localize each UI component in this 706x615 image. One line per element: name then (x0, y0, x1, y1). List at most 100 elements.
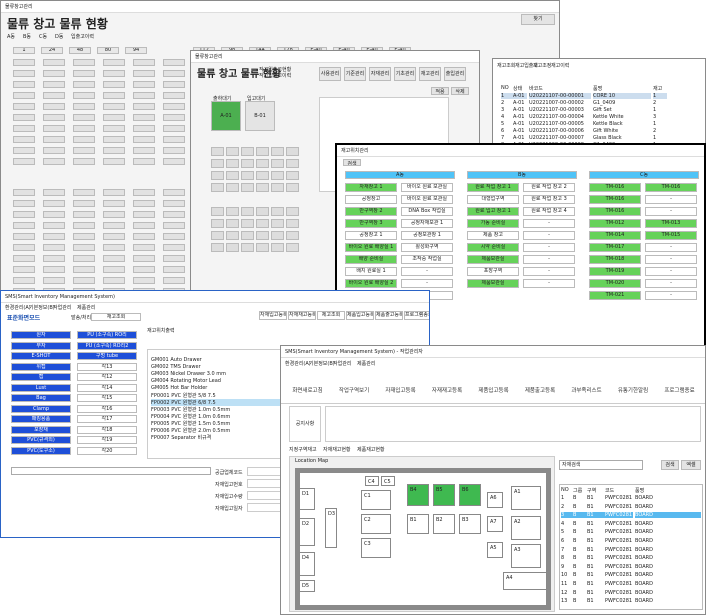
rack-cell[interactable] (43, 136, 65, 143)
rack-cell[interactable] (73, 222, 95, 229)
category-button[interactable]: 캡 (11, 373, 71, 381)
rack-cell[interactable] (73, 81, 95, 88)
cell[interactable] (211, 219, 224, 228)
cell[interactable] (256, 183, 269, 192)
rack-cell[interactable] (133, 189, 155, 196)
zone-tile[interactable]: TM-016 (645, 183, 697, 192)
rack-cell[interactable] (133, 211, 155, 218)
rack-cell[interactable] (43, 114, 65, 121)
zone-tile[interactable]: - (645, 279, 697, 288)
tab[interactable]: C동 (39, 34, 48, 40)
menu-item[interactable]: 기본정보(B) (309, 361, 335, 367)
zone-tile[interactable]: 공정창고 (345, 195, 397, 204)
zone-tile[interactable]: 공정보관창 1 (401, 231, 453, 240)
rack-cell[interactable] (163, 70, 185, 77)
zone-tile[interactable]: 바이오 원료 배양실 1 (345, 243, 397, 252)
rack-cell[interactable] (133, 125, 155, 132)
menu-button[interactable]: 사용관리 (319, 67, 341, 81)
rack-cell[interactable] (103, 255, 125, 262)
zone-tile[interactable]: - (645, 291, 697, 300)
category-button[interactable]: E-SHOT (11, 352, 71, 360)
cell[interactable]: A-01 (211, 101, 241, 131)
rack-cell[interactable] (133, 59, 155, 66)
rack-cell[interactable] (133, 255, 155, 262)
zone-tile[interactable]: 원료 입고 창고 1 (467, 207, 519, 216)
rack-cell[interactable] (13, 103, 35, 110)
toolbar-button[interactable]: 프로그램종료 (664, 388, 695, 394)
category-button[interactable]: 각20 (77, 446, 137, 455)
rack-cell[interactable] (43, 211, 65, 218)
zone-tile[interactable]: - (401, 279, 453, 288)
rack-cell[interactable] (133, 147, 155, 154)
cell[interactable] (271, 171, 284, 180)
zone-tile[interactable]: - (645, 243, 697, 252)
map-zone[interactable]: D2 (299, 518, 315, 546)
tab[interactable]: 입출고이력 (71, 34, 95, 40)
zone-tile[interactable]: 대형업구역 (467, 195, 519, 204)
rack-cell[interactable] (163, 147, 185, 154)
cell[interactable] (211, 171, 224, 180)
cell[interactable] (241, 243, 254, 252)
map-zone[interactable]: A3 (511, 544, 541, 568)
rack-cell[interactable] (43, 222, 65, 229)
menu-button[interactable]: 자재관리 (369, 67, 391, 81)
cell[interactable] (256, 219, 269, 228)
list-item[interactable]: GM004 Rotating Motor Lead (151, 378, 221, 384)
zone-tile[interactable]: - (523, 255, 575, 264)
rack-cell[interactable] (13, 114, 35, 121)
rack-cell[interactable] (163, 114, 185, 121)
rack-cell[interactable] (163, 103, 185, 110)
field[interactable]: 재고조회 (91, 313, 141, 321)
cell[interactable] (256, 159, 269, 168)
zone-tile[interactable]: 조작중 작업실 (401, 255, 453, 264)
rack-cell[interactable] (163, 211, 185, 218)
list-item[interactable]: GM002 TMS Drawer (151, 364, 201, 370)
map-zone[interactable]: D1 (299, 488, 315, 510)
zone-tile[interactable]: 반구역창 3 (345, 219, 397, 228)
tab[interactable]: 지정구역재고 (289, 447, 317, 453)
rack-cell[interactable] (13, 255, 35, 262)
cell[interactable] (256, 243, 269, 252)
rack-cell[interactable] (43, 233, 65, 240)
rack-cell[interactable] (13, 189, 35, 196)
category-button[interactable]: 각19 (77, 436, 137, 444)
toolbar-button[interactable]: 과부족리스트 (571, 388, 602, 394)
zone-tile[interactable]: 원료 작업 창고 2 (523, 183, 575, 192)
zone-tile[interactable]: 원료 작업 창고 3 (523, 195, 575, 204)
rack-cell[interactable] (103, 244, 125, 251)
rack-cell[interactable] (43, 277, 65, 284)
category-button[interactable]: PU (소구속) RO리2 (77, 341, 137, 350)
rack-cell[interactable] (43, 200, 65, 207)
cell[interactable] (256, 171, 269, 180)
zone-tile[interactable]: 제품보관실 (467, 279, 519, 288)
category-button[interactable]: 포장재 (11, 425, 71, 434)
cell[interactable] (211, 243, 224, 252)
button[interactable]: 삭제 (451, 87, 469, 95)
rack-cell[interactable] (163, 59, 185, 66)
rack-cell[interactable] (133, 136, 155, 143)
rack-cell[interactable] (103, 189, 125, 196)
list-item[interactable]: FP0003 PVC 원형관 1.0m 0.5mm (151, 407, 231, 413)
rack-cell[interactable] (13, 211, 35, 218)
tab[interactable]: D동 (55, 34, 64, 40)
zone-tile[interactable]: - (523, 231, 575, 240)
category-button[interactable]: PVC(도구소) (11, 446, 71, 455)
rack-cell[interactable] (103, 266, 125, 273)
map-zone[interactable]: A6 (487, 492, 503, 508)
rack-cell[interactable] (163, 158, 185, 165)
toolbar-button[interactable]: 자재재고등록 (431, 388, 463, 394)
rack-cell[interactable] (13, 70, 35, 77)
zone-tile[interactable]: TM-020 (589, 279, 641, 288)
rack-cell[interactable] (133, 103, 155, 110)
zone-tile[interactable]: 제품 창고 (467, 231, 519, 240)
menu-button[interactable]: 기준관리 (344, 67, 366, 81)
menu-item[interactable]: 제품관리 (77, 305, 96, 311)
search-select[interactable]: 자재검색 (559, 460, 643, 470)
excel-button[interactable]: 엑셀 (681, 460, 701, 470)
rack-cell[interactable] (103, 233, 125, 240)
tab[interactable]: 자재재고현황 (323, 447, 351, 453)
rack-cell[interactable] (103, 70, 125, 77)
cell[interactable] (241, 171, 254, 180)
toolbar-button[interactable]: 제품입고등록 (478, 388, 509, 394)
list-item[interactable]: GM003 Nickel Drawer 3.0 mm (151, 371, 227, 377)
